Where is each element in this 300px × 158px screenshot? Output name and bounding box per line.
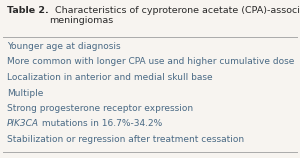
Text: Table 2.: Table 2. bbox=[7, 6, 49, 15]
Text: Localization in anterior and medial skull base: Localization in anterior and medial skul… bbox=[7, 73, 213, 82]
Text: Characteristics of cyproterone acetate (CPA)-associated
meningiomas: Characteristics of cyproterone acetate (… bbox=[49, 6, 300, 25]
Text: mutations in 16.7%-34.2%: mutations in 16.7%-34.2% bbox=[39, 119, 162, 128]
Text: Strong progesterone receptor expression: Strong progesterone receptor expression bbox=[7, 104, 193, 113]
Text: PIK3CA: PIK3CA bbox=[7, 119, 39, 128]
Text: Multiple: Multiple bbox=[7, 88, 44, 97]
Text: Younger age at diagnosis: Younger age at diagnosis bbox=[7, 42, 121, 51]
Text: More common with longer CPA use and higher cumulative dose: More common with longer CPA use and high… bbox=[7, 58, 294, 67]
Text: Stabilization or regression after treatment cessation: Stabilization or regression after treatm… bbox=[7, 135, 244, 144]
